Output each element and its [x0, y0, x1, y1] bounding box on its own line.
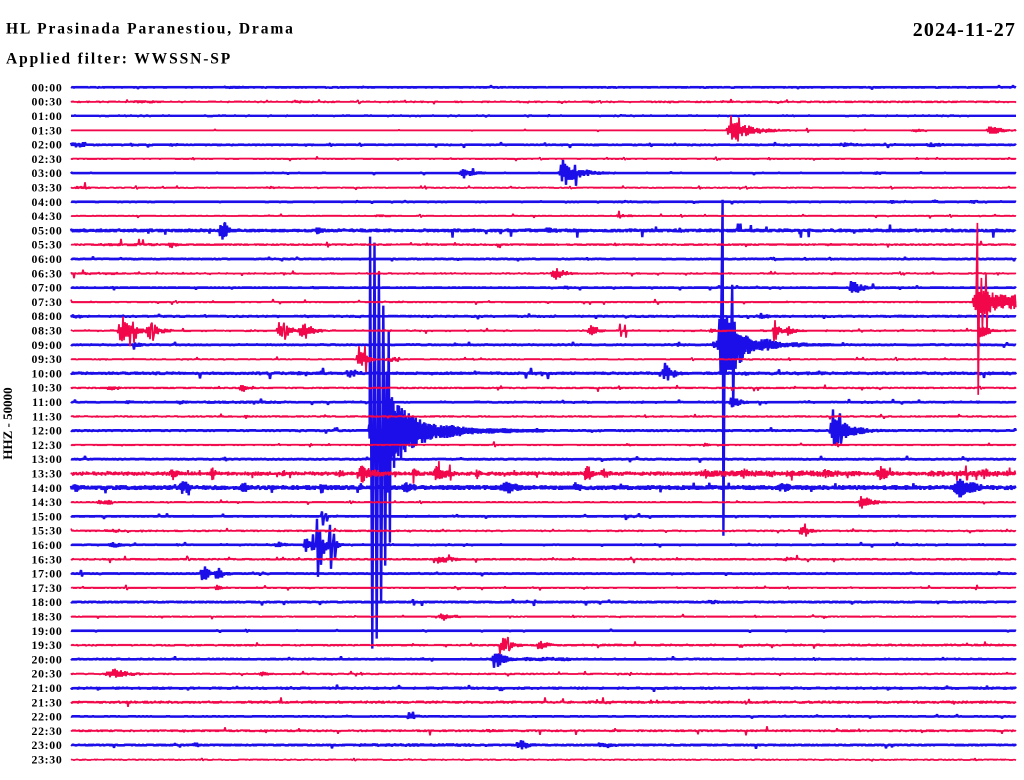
- svg-text:15:00: 15:00: [31, 509, 62, 523]
- svg-text:13:00: 13:00: [31, 452, 62, 466]
- svg-text:05:00: 05:00: [31, 223, 62, 237]
- svg-text:06:00: 06:00: [31, 252, 62, 266]
- svg-text:18:30: 18:30: [31, 610, 62, 624]
- svg-text:HHZ - 50000: HHZ - 50000: [0, 387, 15, 459]
- svg-text:07:30: 07:30: [31, 295, 62, 309]
- svg-text:22:00: 22:00: [31, 710, 62, 724]
- svg-text:11:00: 11:00: [32, 395, 62, 409]
- svg-text:14:00: 14:00: [31, 481, 62, 495]
- svg-text:12:00: 12:00: [31, 424, 62, 438]
- svg-text:09:30: 09:30: [31, 352, 62, 366]
- svg-text:16:00: 16:00: [31, 538, 62, 552]
- svg-text:19:30: 19:30: [31, 638, 62, 652]
- svg-text:20:30: 20:30: [31, 667, 62, 681]
- svg-text:14:30: 14:30: [31, 495, 62, 509]
- svg-text:19:00: 19:00: [31, 624, 62, 638]
- svg-text:21:30: 21:30: [31, 695, 62, 709]
- svg-text:03:30: 03:30: [31, 181, 62, 195]
- svg-text:09:00: 09:00: [31, 338, 62, 352]
- svg-text:00:00: 00:00: [31, 80, 62, 94]
- svg-text:01:30: 01:30: [31, 123, 62, 137]
- svg-text:05:30: 05:30: [31, 238, 62, 252]
- svg-text:2024-11-27: 2024-11-27: [913, 19, 1016, 41]
- svg-text:07:00: 07:00: [31, 281, 62, 295]
- svg-text:02:00: 02:00: [31, 138, 62, 152]
- svg-text:18:00: 18:00: [31, 595, 62, 609]
- svg-text:02:30: 02:30: [31, 152, 62, 166]
- svg-text:04:30: 04:30: [31, 209, 62, 223]
- svg-text:10:30: 10:30: [31, 381, 62, 395]
- svg-text:06:30: 06:30: [31, 266, 62, 280]
- svg-text:04:00: 04:00: [31, 195, 62, 209]
- svg-text:20:00: 20:00: [31, 652, 62, 666]
- svg-text:23:30: 23:30: [31, 753, 62, 767]
- svg-text:13:30: 13:30: [31, 467, 62, 481]
- svg-text:15:30: 15:30: [31, 524, 62, 538]
- svg-text:22:30: 22:30: [31, 724, 62, 738]
- svg-text:08:00: 08:00: [31, 309, 62, 323]
- svg-text:00:30: 00:30: [31, 95, 62, 109]
- svg-text:23:00: 23:00: [31, 738, 62, 752]
- svg-text:Applied filter: WWSSN-SP: Applied filter: WWSSN-SP: [6, 50, 232, 67]
- svg-text:12:30: 12:30: [31, 438, 62, 452]
- svg-text:21:00: 21:00: [31, 681, 62, 695]
- svg-text:03:00: 03:00: [31, 166, 62, 180]
- svg-text:10:00: 10:00: [31, 366, 62, 380]
- svg-text:HL Prasinada Paranestiou, Dram: HL Prasinada Paranestiou, Drama: [6, 21, 295, 38]
- svg-text:16:30: 16:30: [31, 552, 62, 566]
- svg-text:01:00: 01:00: [31, 109, 62, 123]
- svg-text:11:30: 11:30: [32, 409, 62, 423]
- svg-text:17:00: 17:00: [31, 567, 62, 581]
- svg-text:08:30: 08:30: [31, 324, 62, 338]
- svg-text:17:30: 17:30: [31, 581, 62, 595]
